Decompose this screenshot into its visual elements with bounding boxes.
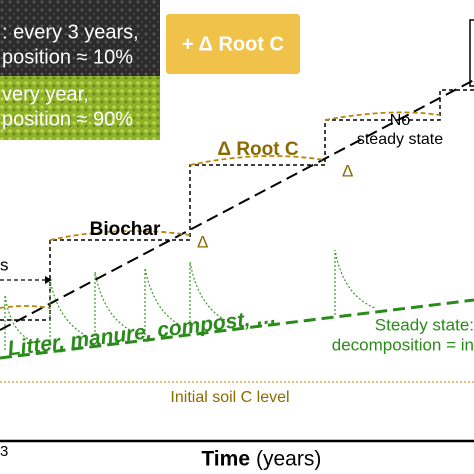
label: s: [0, 255, 9, 274]
label: Steady state:: [375, 315, 474, 334]
legend-text: : every 3 years,: [2, 21, 139, 43]
legend-text: position ≈ 90%: [2, 108, 133, 130]
root-box: [166, 14, 300, 74]
delta-mark: Δ: [342, 161, 353, 180]
label: Biochar: [90, 219, 161, 240]
litter-box: [0, 76, 160, 140]
biochar-staircase: [0, 89, 474, 321]
arrow-head: [45, 276, 52, 284]
legend-text: position ≈ 10%: [2, 46, 133, 68]
label: 3: [0, 443, 8, 460]
box-edge: [469, 19, 474, 87]
axis-title: (years): [256, 448, 321, 471]
label: steady state: [357, 131, 443, 148]
biochar-box: [0, 0, 160, 76]
label: No: [390, 112, 411, 129]
root-arcs: [0, 111, 441, 309]
label: Litter, manure, compost, …: [6, 305, 278, 361]
label: Δ Root C: [217, 139, 298, 160]
label: decomposition = in: [332, 335, 474, 354]
steady-line: [0, 298, 474, 360]
axis-title: Time: [201, 448, 250, 471]
legend-text: + Δ Root C: [182, 33, 284, 55]
legend-text: very year,: [2, 83, 89, 105]
delta-mark: Δ: [197, 232, 208, 251]
label: Initial soil C level: [170, 389, 289, 406]
